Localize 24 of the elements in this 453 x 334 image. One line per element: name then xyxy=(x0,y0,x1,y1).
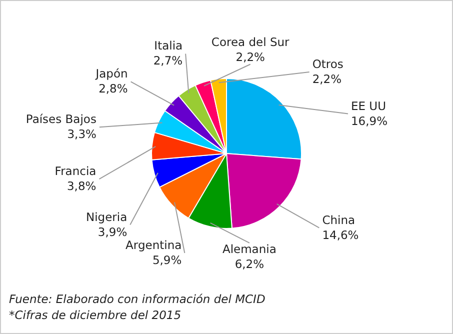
data-label: 2,8% xyxy=(98,82,128,96)
slice-label: Nigeria xyxy=(86,210,128,224)
data-label: 6,2% xyxy=(234,256,264,271)
source-note: Fuente: Elaborado con información del MCID xyxy=(9,291,266,307)
data-label: 3,8% xyxy=(66,179,96,194)
slice-label: Países Bajos xyxy=(26,112,96,126)
slice-label: Otros xyxy=(312,57,344,72)
slice-label: Italia xyxy=(154,38,183,53)
slice-label: Francia xyxy=(54,164,96,178)
data-label: 3,3% xyxy=(67,127,97,142)
slice-label: Japón xyxy=(94,66,128,81)
data-label: 14,6% xyxy=(322,228,359,242)
data-label: 5,9% xyxy=(152,253,182,268)
data-label: 2,2% xyxy=(236,50,266,64)
data-label: 2,7% xyxy=(153,54,183,68)
slice-label: Alemania xyxy=(222,242,276,256)
slice-label: EE UU xyxy=(350,98,386,113)
slice-label: Corea del Sur xyxy=(211,35,290,50)
slice-label: Argentina xyxy=(126,238,182,252)
data-label: 2,2% xyxy=(312,72,342,86)
slice-label: China xyxy=(322,212,356,227)
data-label: 3,9% xyxy=(98,224,128,239)
data-label: 16,9% xyxy=(350,114,388,128)
text: *Cifras de diciembre del 2015 xyxy=(9,307,182,323)
